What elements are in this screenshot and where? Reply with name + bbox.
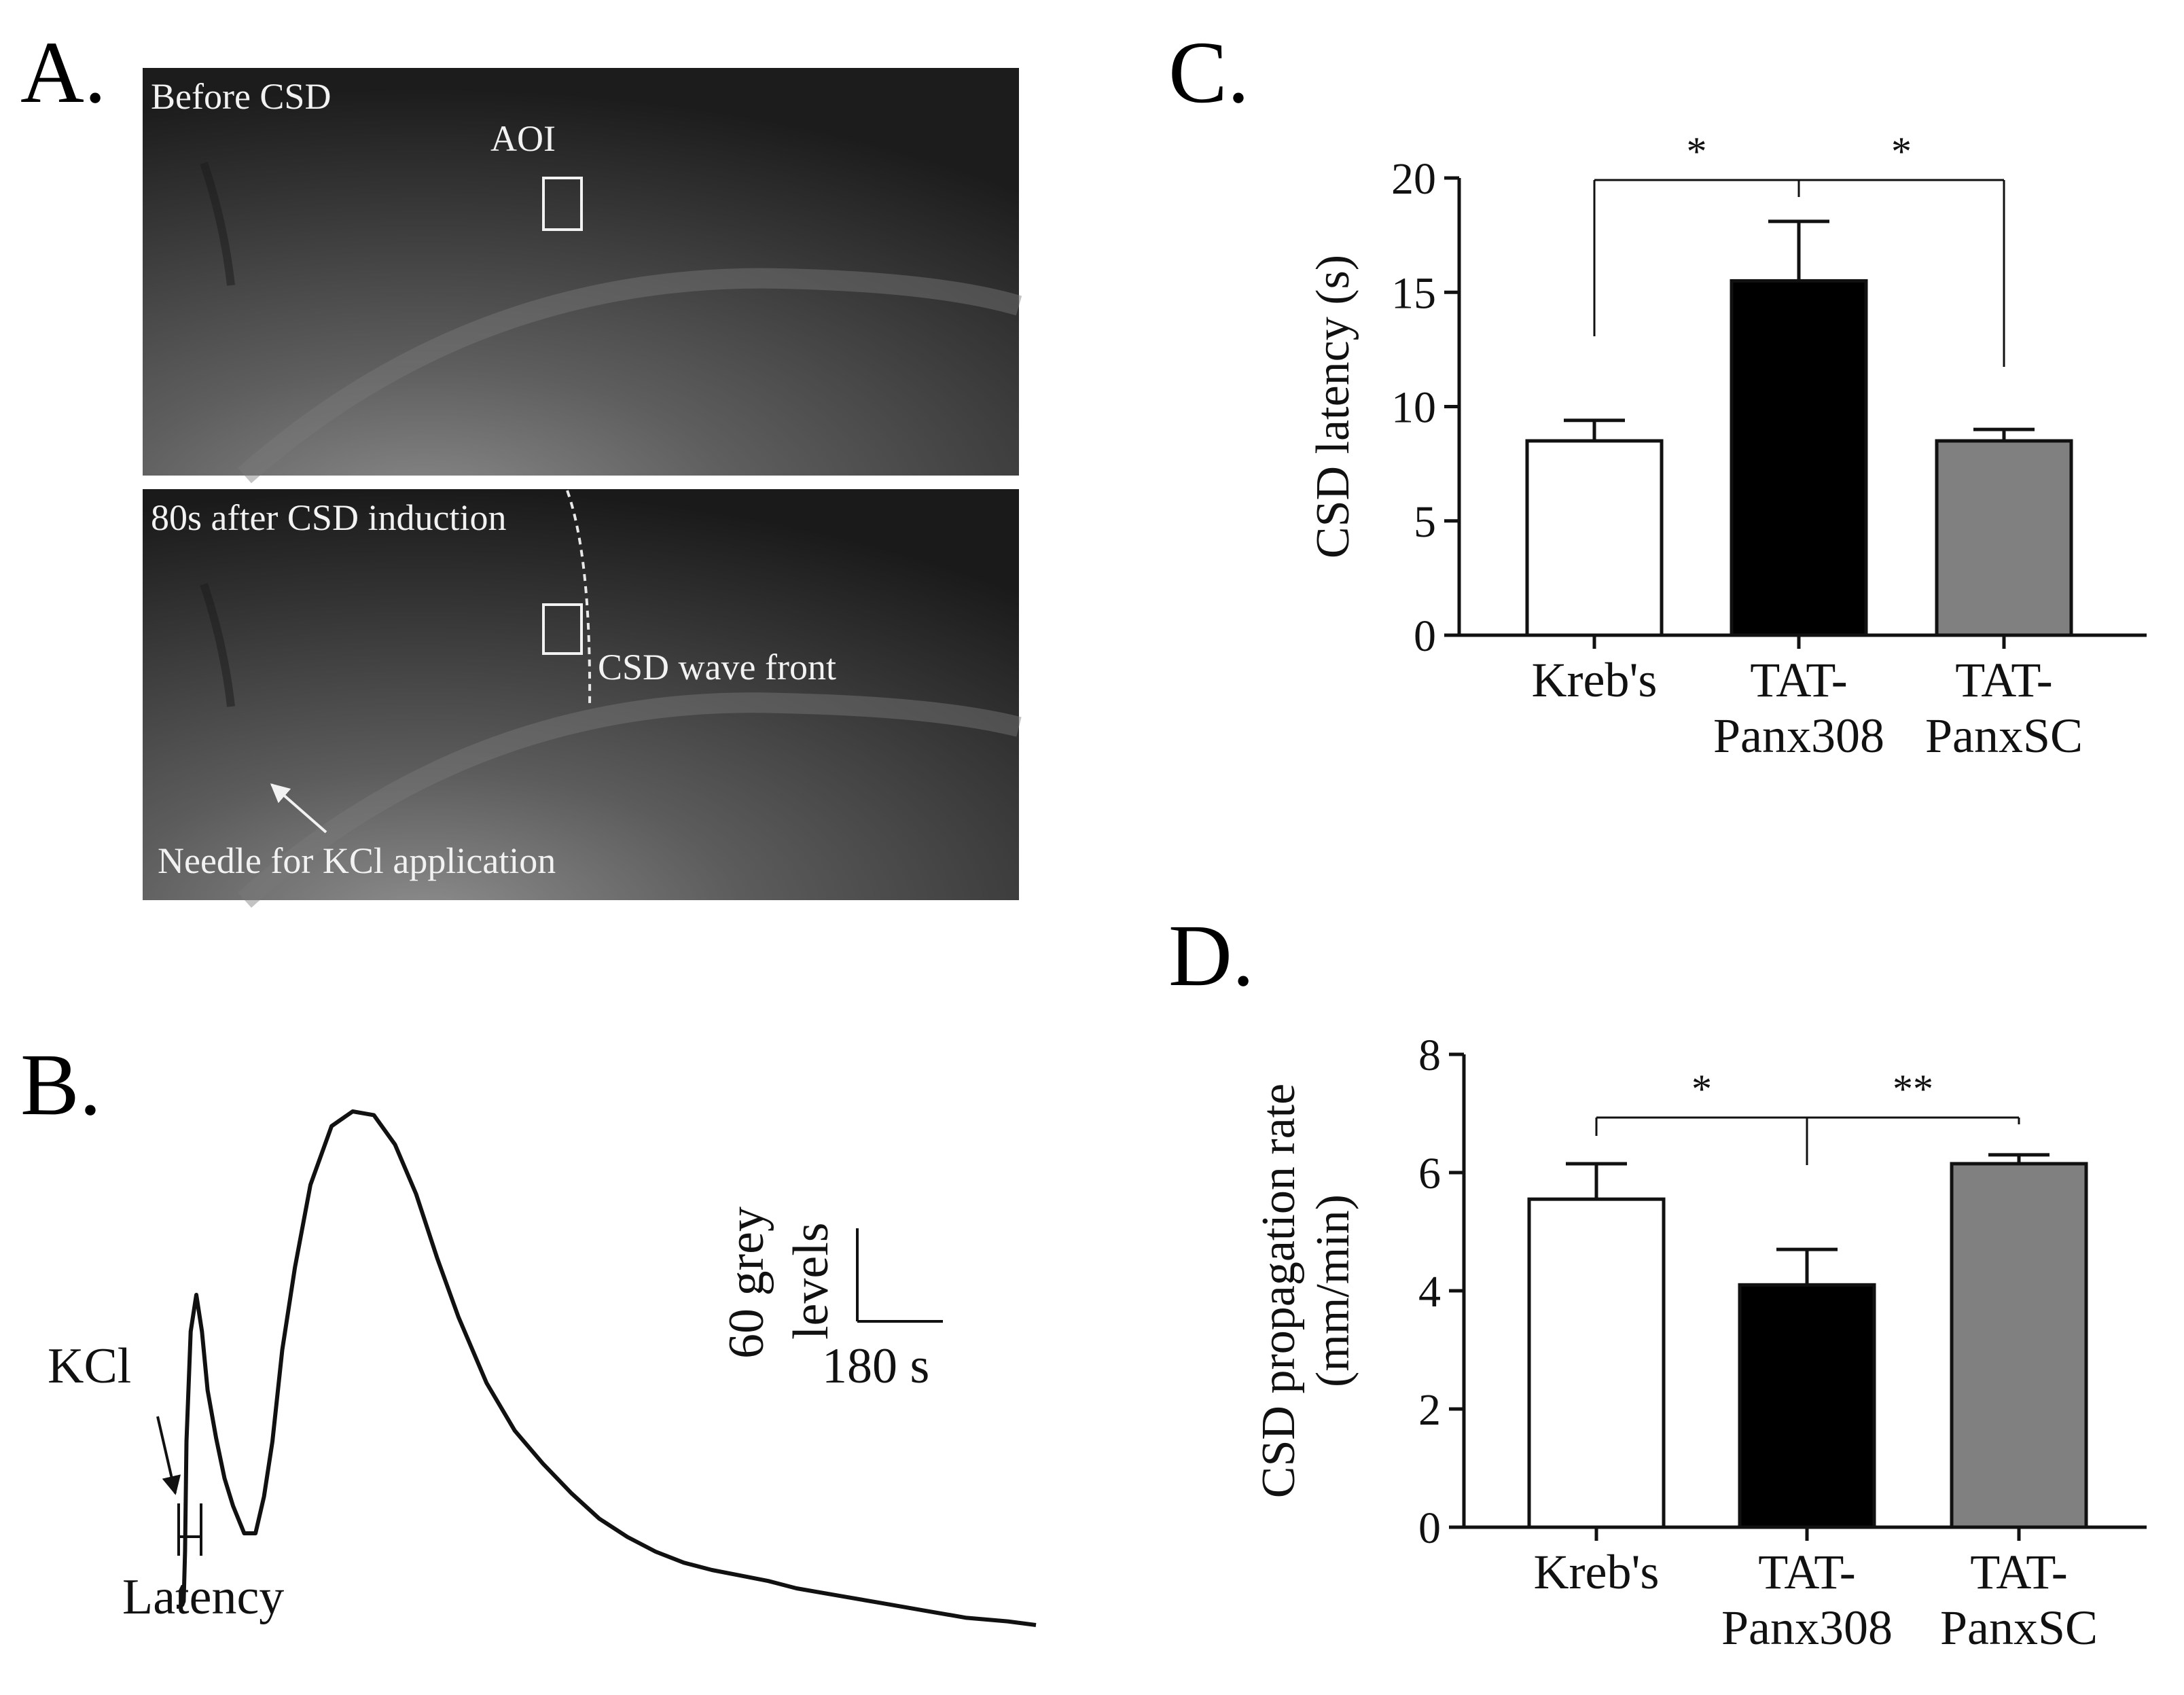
needle-arrow — [270, 783, 327, 834]
wave-front-label: CSD wave front — [598, 647, 836, 688]
scale-y-label-line1: 60 grey — [719, 1207, 774, 1359]
category-label: TAT- — [1970, 1545, 2068, 1599]
panel-a-bottom-photo: 80s after CSD induction CSD wave front N… — [143, 489, 1022, 908]
aoi-box-top — [542, 177, 583, 231]
category-label: TAT- — [1758, 1545, 1856, 1599]
y-tick-label: 6 — [1418, 1149, 1441, 1198]
panel-d-label: D. — [1168, 907, 1254, 1005]
y-tick-label: 0 — [1414, 611, 1436, 661]
y-tick-label: 5 — [1414, 497, 1436, 547]
scale-x-label: 180 s — [822, 1338, 929, 1394]
category-label: TAT- — [1955, 653, 2053, 707]
y-tick-label: 4 — [1418, 1267, 1441, 1317]
aoi-box-bottom — [542, 603, 583, 655]
bar — [1935, 439, 2073, 637]
category-label: PanxSC — [1925, 709, 2083, 763]
kcl-label: KCl — [48, 1338, 131, 1394]
y-tick-label: 0 — [1418, 1503, 1441, 1553]
category-label: PanxSC — [1940, 1601, 2098, 1655]
y-tick-label: 2 — [1418, 1385, 1441, 1435]
category-label: Kreb's — [1532, 653, 1658, 707]
y-tick-label: 20 — [1391, 154, 1436, 204]
y-axis-label: (mm/min) — [1307, 1194, 1359, 1387]
y-tick-label: 15 — [1391, 268, 1436, 318]
bar — [1730, 279, 1868, 637]
panel-c-label: C. — [1168, 24, 1249, 122]
kcl-arrow — [156, 1416, 181, 1495]
bar — [1525, 439, 1664, 637]
signal-trace — [177, 1109, 1037, 1627]
y-axis-label: CSD propagation rate — [1253, 1084, 1305, 1498]
category-label: Panx308 — [1721, 1601, 1893, 1655]
y-axis-label: CSD latency (s) — [1307, 255, 1359, 558]
significance-star: * — [1891, 129, 1912, 174]
latency-label: Latency — [122, 1569, 284, 1625]
trace-plot — [177, 1109, 1037, 1627]
y-tick-label: 8 — [1418, 1031, 1441, 1080]
bar — [1950, 1162, 2088, 1529]
before-csd-caption: Before CSD — [151, 76, 331, 117]
category-label: TAT- — [1750, 653, 1848, 707]
panel-a-label: A. — [20, 24, 106, 122]
panel-b-label: B. — [20, 1036, 101, 1134]
scale-y-label-line2: levels — [783, 1222, 839, 1340]
wave-front-dashed-line — [566, 490, 592, 707]
latency-bracket — [177, 1503, 202, 1556]
bar — [1738, 1283, 1876, 1529]
panel-a-top-photo: Before CSD AOI — [143, 68, 1022, 484]
after-csd-caption: 80s after CSD induction — [151, 497, 506, 538]
category-label: Panx308 — [1713, 709, 1884, 763]
y-tick-label: 10 — [1391, 383, 1436, 433]
significance-star: * — [1691, 1067, 1712, 1111]
needle-label: Needle for KCl application — [158, 840, 556, 881]
significance-star: ** — [1893, 1067, 1933, 1111]
category-label: Kreb's — [1534, 1545, 1660, 1599]
scale-bar — [856, 1228, 943, 1323]
bar — [1527, 1197, 1666, 1529]
aoi-label: AOI — [490, 118, 556, 159]
significance-star: * — [1687, 129, 1707, 174]
